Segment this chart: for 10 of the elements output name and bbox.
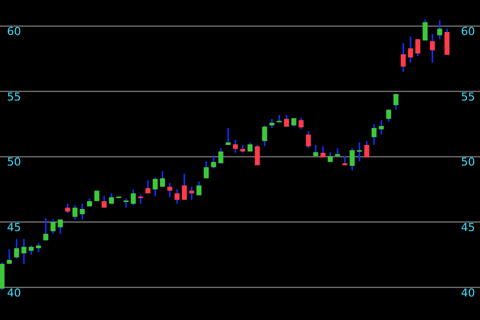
y-tick-label: 55 [7, 90, 21, 104]
y2-tick-label: 45 [461, 221, 475, 234]
y-tick-label: 50 [7, 156, 21, 169]
y2-tick-label: 55 [461, 90, 475, 104]
y2-tick-label: 60 [461, 25, 475, 38]
y2-tick-label: 50 [461, 156, 475, 169]
y2-tick-label: 40 [461, 286, 475, 300]
y-tick-label: 60 [7, 25, 21, 38]
y-tick-label: 40 [7, 286, 21, 300]
y-tick-label: 45 [7, 221, 21, 234]
